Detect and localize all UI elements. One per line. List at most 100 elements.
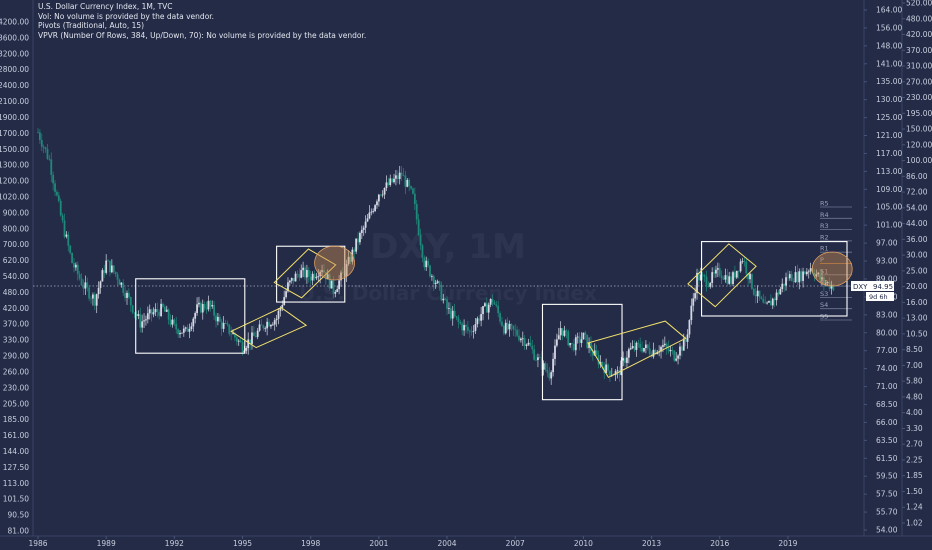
candle-body xyxy=(222,322,225,329)
outer-axis-label: 7.00 xyxy=(906,361,923,370)
legend-volume[interactable]: Vol: No volume is provided by the data v… xyxy=(38,11,215,21)
candle-body xyxy=(701,274,704,276)
candle-body xyxy=(696,272,698,294)
candle-body xyxy=(52,174,55,184)
candle-body xyxy=(205,308,208,310)
candle xyxy=(514,324,517,337)
candle xyxy=(487,302,490,320)
right-axis-label: 63.50 xyxy=(876,436,898,445)
candle xyxy=(480,307,483,327)
candle-body xyxy=(690,305,693,321)
last-price-value: 94.95 xyxy=(873,283,893,291)
candle-body xyxy=(434,282,437,285)
legend-title[interactable]: U.S. Dollar Currency Index, 1M, TVC xyxy=(38,2,173,11)
candle-body xyxy=(709,282,712,287)
candle xyxy=(222,316,225,333)
candle-body xyxy=(665,343,668,348)
candle xyxy=(716,262,719,278)
time-axis-label: 2007 xyxy=(506,539,525,548)
candle-body xyxy=(374,205,376,211)
candle-body xyxy=(499,313,501,322)
candle xyxy=(728,271,731,285)
candle xyxy=(597,350,600,369)
candle-body xyxy=(82,285,85,289)
candle xyxy=(391,178,394,184)
candle xyxy=(671,346,674,355)
annotation-box xyxy=(701,241,848,317)
candle xyxy=(341,267,344,274)
candle-body xyxy=(201,303,204,313)
candle xyxy=(461,321,464,336)
right-axis-label: 156.00 xyxy=(876,23,902,32)
candle xyxy=(554,339,556,366)
candle xyxy=(442,293,445,304)
candle-body xyxy=(783,283,786,286)
candle-body xyxy=(167,309,170,320)
right-axis-label: 80.00 xyxy=(876,328,898,337)
candle-body xyxy=(482,306,484,315)
candle xyxy=(152,307,155,318)
left-axis-label: 1300.00 xyxy=(0,161,29,170)
candle-body xyxy=(514,329,517,331)
candle-body xyxy=(114,271,117,275)
candle-body xyxy=(512,325,515,330)
candle-body xyxy=(654,349,657,355)
candle xyxy=(521,331,524,346)
right-axis-label: 55.70 xyxy=(876,508,898,517)
candle-body xyxy=(677,355,679,359)
candle-body xyxy=(179,332,181,335)
candle-body xyxy=(427,260,430,266)
highlight-ellipse xyxy=(314,245,355,281)
candle xyxy=(258,320,261,332)
candle xyxy=(377,193,380,207)
candle xyxy=(459,319,462,325)
candle xyxy=(815,269,818,279)
left-axis-label: 420.00 xyxy=(3,304,29,313)
candle-body xyxy=(376,201,378,206)
candle xyxy=(822,276,825,291)
candle-body xyxy=(54,183,56,192)
candle-body xyxy=(675,358,678,361)
candle xyxy=(194,311,197,324)
candle xyxy=(385,175,388,191)
candle-body xyxy=(251,332,253,345)
candle xyxy=(48,155,51,161)
candle-body xyxy=(448,308,450,309)
candle-body xyxy=(781,283,784,290)
candle xyxy=(376,199,378,209)
candle xyxy=(251,326,253,350)
candle-body xyxy=(252,332,255,337)
candle-body xyxy=(169,319,172,325)
outer-axis-label: 10.50 xyxy=(906,329,928,338)
candle-body xyxy=(313,273,316,279)
candle xyxy=(684,335,687,347)
legend-pivots[interactable]: Pivots (Traditional, Auto, 15) xyxy=(38,21,145,31)
candle xyxy=(345,259,348,283)
candle xyxy=(188,323,191,339)
candle xyxy=(52,171,55,191)
candle-body xyxy=(590,342,592,352)
candle xyxy=(93,291,96,311)
candle xyxy=(396,170,399,184)
candle xyxy=(559,321,562,341)
candle-body xyxy=(271,324,274,326)
candle xyxy=(548,367,551,382)
candle xyxy=(790,270,793,282)
candle xyxy=(775,289,778,306)
candle xyxy=(809,262,812,275)
candle xyxy=(330,280,333,289)
left-axis-label: 3200.00 xyxy=(0,49,29,58)
candle xyxy=(798,268,801,290)
candle xyxy=(552,352,554,377)
candle-body xyxy=(145,319,147,321)
candle-body xyxy=(622,358,625,361)
candle-body xyxy=(733,272,736,278)
legend-vpvr[interactable]: VPVR (Number Of Rows, 384, Up/Down, 70):… xyxy=(38,30,367,40)
last-price-badge-bg xyxy=(851,281,894,291)
candle-body xyxy=(336,289,339,292)
right-axis-label: 66.00 xyxy=(876,418,898,427)
candle xyxy=(696,268,698,300)
right-axis-label: 77.00 xyxy=(876,346,898,355)
